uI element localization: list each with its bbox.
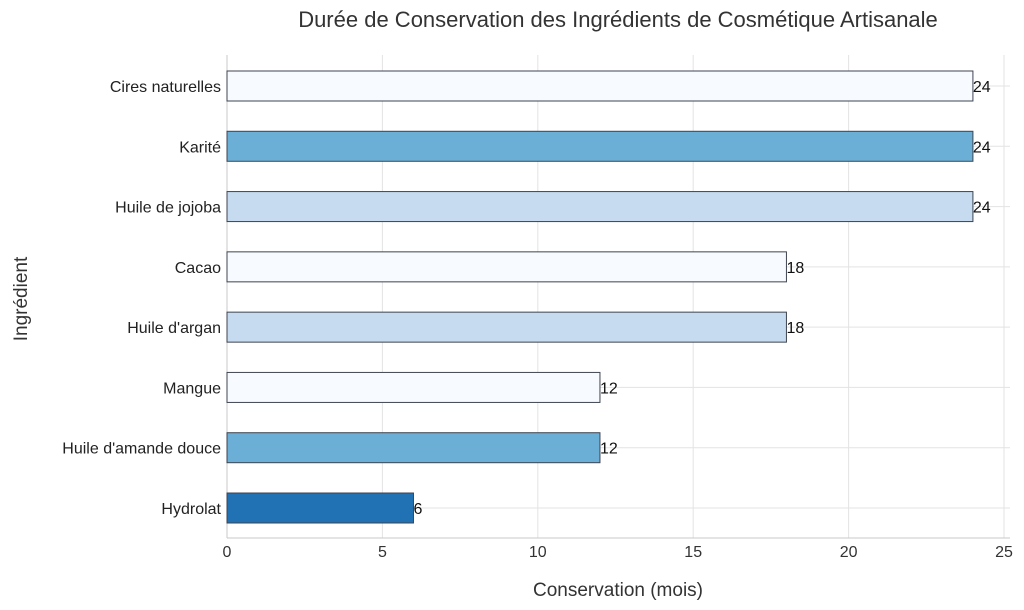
category-labels: Cires naturelles Karité Huile de jojoba Cac… bbox=[62, 79, 221, 518]
x-tick-label: 0 bbox=[223, 544, 232, 561]
x-tick-label: 5 bbox=[378, 544, 387, 561]
bar bbox=[226, 70, 974, 102]
data-label: 24 bbox=[973, 79, 991, 96]
bar bbox=[226, 191, 974, 223]
x-tick-label: 10 bbox=[529, 544, 547, 561]
bar bbox=[226, 251, 787, 283]
bar bbox=[226, 311, 787, 343]
x-tick-labels: 0 5 10 15 20 25 bbox=[223, 544, 1013, 561]
bar bbox=[226, 492, 414, 524]
bar bbox=[226, 371, 601, 403]
y-axis-label: Ingrédient bbox=[11, 256, 32, 341]
category-label: Cacao bbox=[175, 260, 221, 277]
category-label: Huile d'amande douce bbox=[62, 441, 221, 458]
category-label: Karité bbox=[179, 139, 221, 156]
category-label: Cires naturelles bbox=[110, 79, 221, 96]
bar bbox=[226, 130, 974, 162]
x-axis-label: Conservation (mois) bbox=[533, 580, 703, 601]
bars bbox=[226, 70, 974, 524]
data-labels: 24 24 24 18 18 12 12 6 bbox=[413, 79, 990, 518]
category-label: Huile de jojoba bbox=[115, 200, 221, 217]
category-label: Mangue bbox=[163, 380, 221, 397]
x-tick-label: 25 bbox=[995, 544, 1013, 561]
data-label: 24 bbox=[973, 200, 991, 217]
bar bbox=[226, 432, 601, 464]
data-label: 12 bbox=[600, 380, 618, 397]
data-label: 18 bbox=[786, 320, 804, 337]
data-label: 18 bbox=[786, 260, 804, 277]
category-label: Huile d'argan bbox=[127, 320, 221, 337]
data-label: 24 bbox=[973, 139, 991, 156]
data-label: 12 bbox=[600, 441, 618, 458]
grid bbox=[226, 55, 1010, 538]
category-label: Hydrolat bbox=[161, 501, 221, 518]
data-label: 6 bbox=[413, 501, 422, 518]
x-tick-label: 20 bbox=[840, 544, 858, 561]
x-tick-label: 15 bbox=[684, 544, 702, 561]
chart-title: Durée de Conservation des Ingrédients de… bbox=[298, 7, 938, 32]
